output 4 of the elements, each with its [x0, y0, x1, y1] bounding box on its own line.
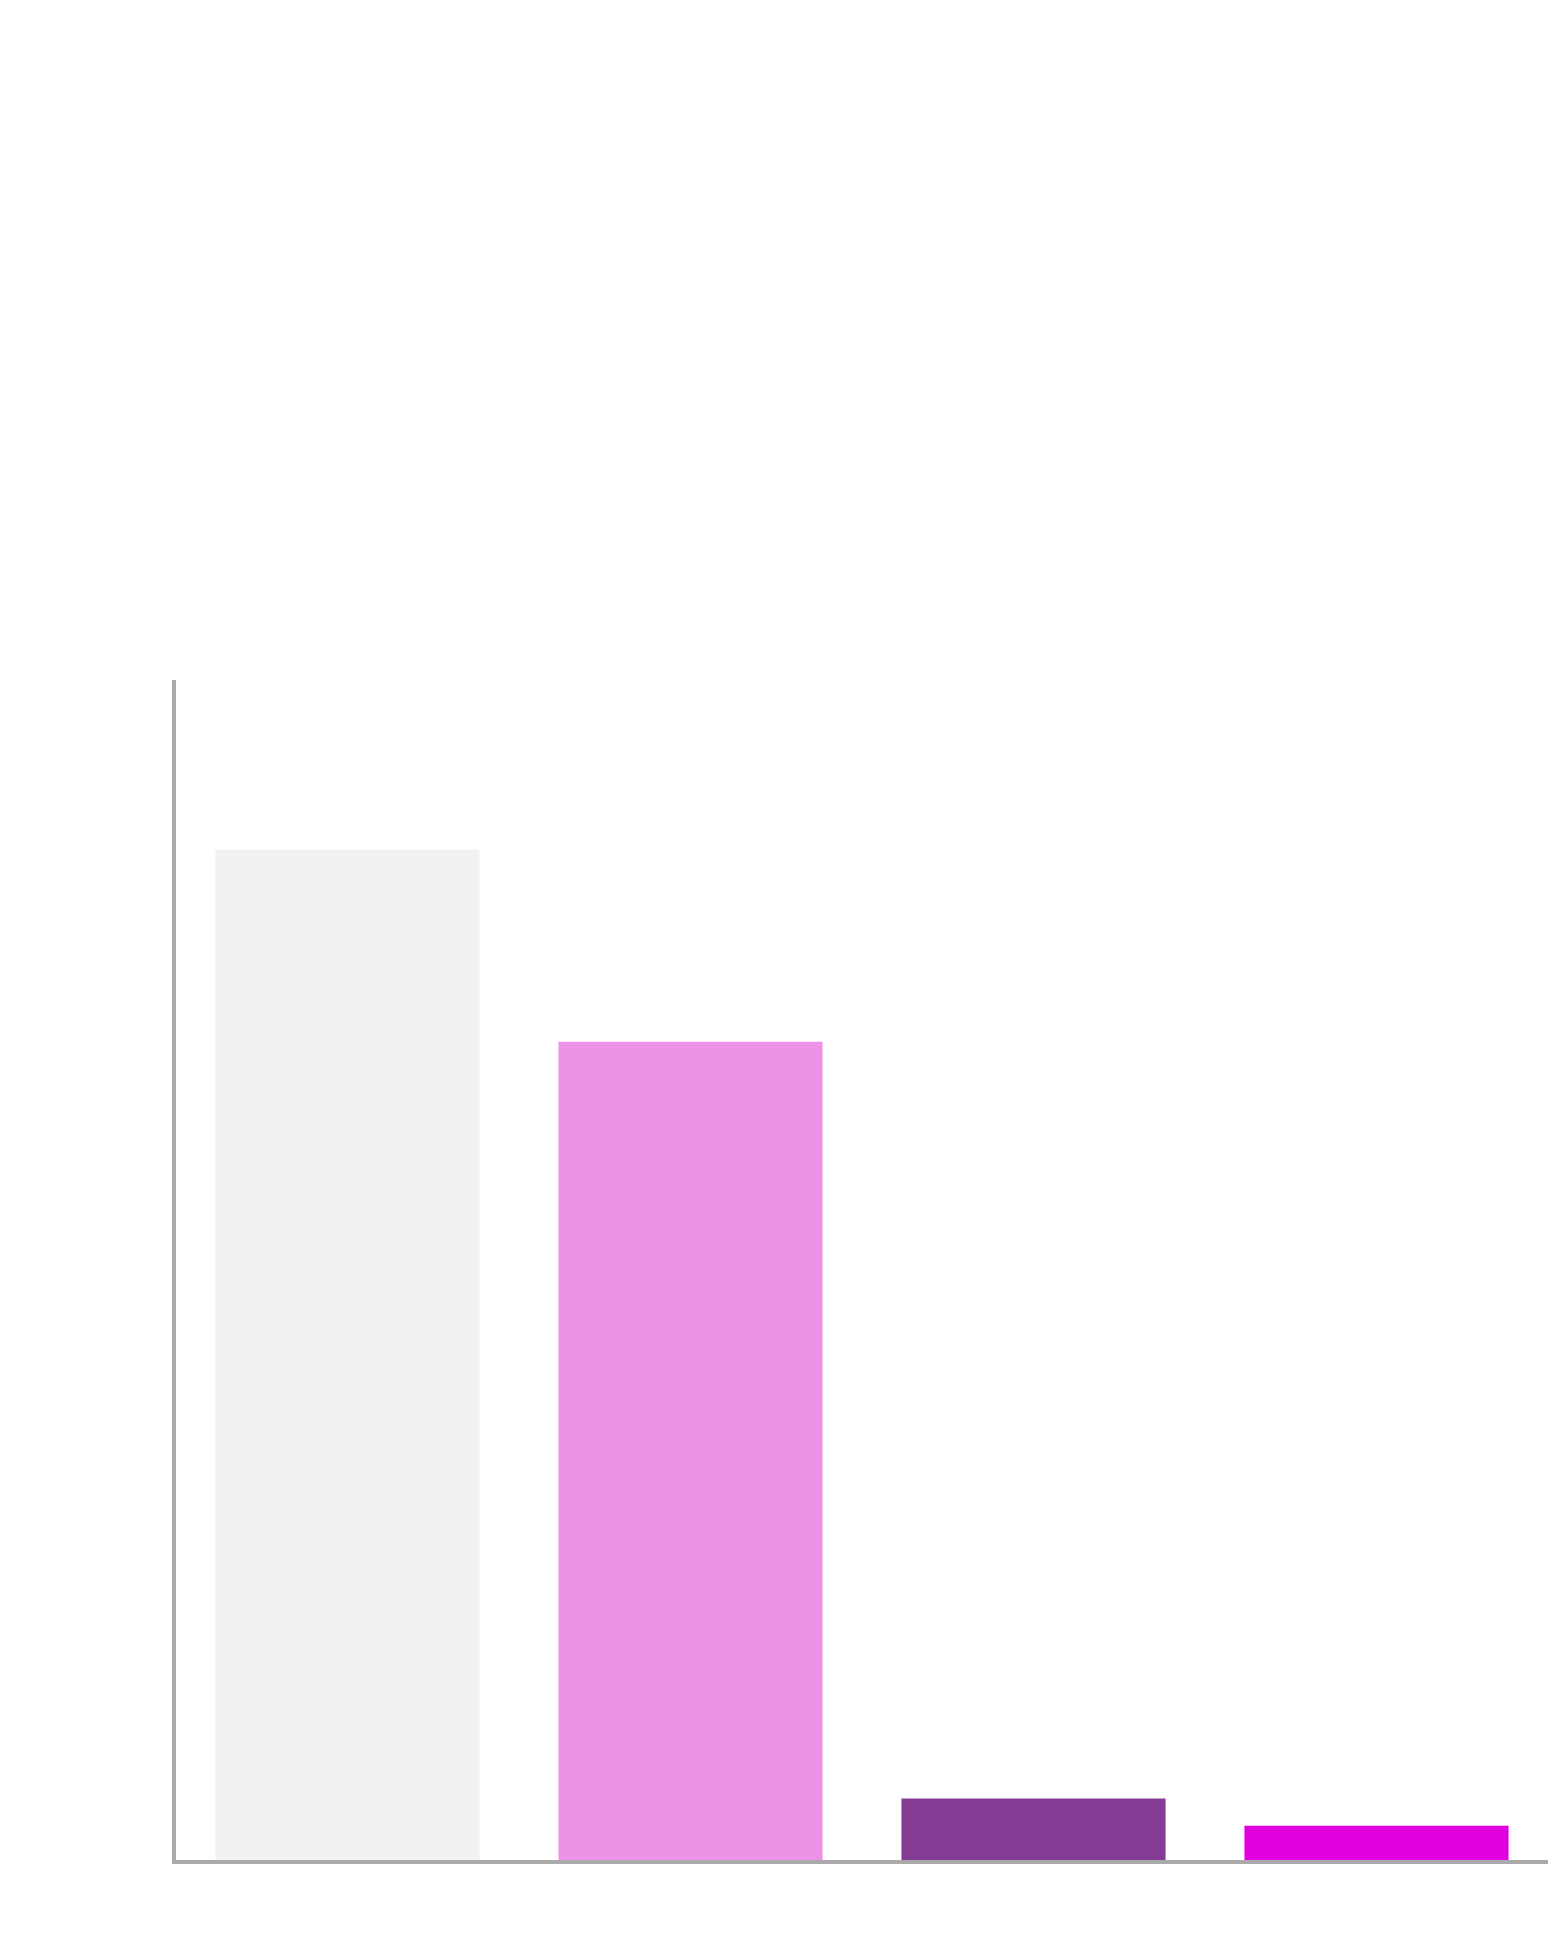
bar [215, 849, 480, 1860]
bar [901, 1798, 1166, 1860]
bar [558, 1041, 823, 1860]
bar [1244, 1825, 1509, 1860]
